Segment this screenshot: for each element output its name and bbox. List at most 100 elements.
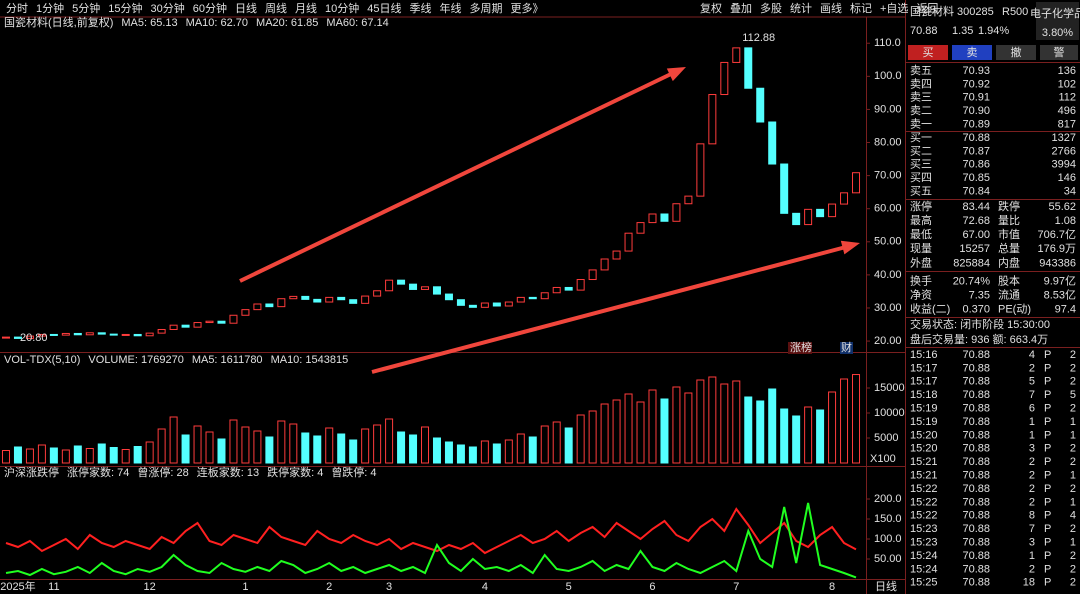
cancel-button[interactable]	[996, 45, 1036, 60]
volume-bar	[480, 440, 489, 464]
volume-bar	[528, 436, 537, 464]
trade-price: 70.88	[962, 563, 990, 575]
trade-count: 2	[1070, 362, 1076, 374]
volume-bar	[241, 426, 250, 464]
candle	[732, 47, 741, 63]
book-volume: 496	[1058, 105, 1076, 117]
y-tick-label: 10000	[874, 407, 905, 419]
chart-info: 跌停家数: 4	[267, 465, 323, 479]
x-tick-label: 11	[48, 581, 59, 593]
trade-count: 2	[1070, 483, 1076, 495]
trade-flag: P	[1044, 537, 1051, 549]
period-tab: 周线	[265, 1, 287, 15]
stat-value: 9.97亿	[1044, 274, 1076, 287]
volume-bar	[624, 393, 633, 464]
stat-value: 825884	[953, 257, 990, 269]
low-annotation: 20.80	[20, 332, 48, 344]
chart-info: 国瓷材料(日线,前复权)	[4, 15, 113, 29]
volume-bar	[61, 449, 70, 464]
alert-button[interactable]	[1040, 45, 1078, 60]
y-tick-label: 60.00	[874, 203, 902, 215]
stat-label: 最高	[910, 213, 932, 227]
trade-flag: P	[1044, 443, 1051, 455]
trade-button[interactable]: 买	[923, 46, 934, 59]
trade-count: 2	[1070, 443, 1076, 455]
trade-time: 15:18	[910, 389, 938, 401]
book-label: 买一	[910, 131, 932, 144]
trade-count: 1	[1070, 496, 1076, 508]
trade-time: 15:17	[910, 376, 938, 388]
candle	[157, 328, 166, 334]
candle	[253, 303, 262, 311]
candle	[576, 279, 585, 291]
trade-volume: 2	[1029, 362, 1035, 374]
trade-volume: 2	[1029, 563, 1035, 575]
buy-button[interactable]	[908, 45, 948, 60]
candle	[25, 335, 34, 339]
arrow-head	[666, 67, 686, 82]
event-box	[788, 342, 812, 354]
volume-bar	[684, 392, 693, 464]
trade-flag: P	[1044, 456, 1051, 468]
candle	[816, 208, 825, 218]
trade-flag: P	[1044, 550, 1051, 562]
candle	[504, 301, 513, 307]
volume-bar	[229, 419, 238, 464]
volume-bar	[37, 444, 46, 464]
trade-time: 15:23	[910, 523, 938, 535]
trade-button[interactable]: 撤	[1011, 45, 1022, 59]
arrow-line	[239, 72, 672, 283]
volume-bar	[540, 425, 549, 464]
book-price: 70.85	[962, 172, 990, 184]
volume-bar	[397, 431, 406, 464]
candle	[612, 250, 621, 260]
volume-bar	[588, 410, 597, 464]
trade-price: 70.88	[962, 362, 990, 374]
candle	[301, 295, 310, 300]
trade-price: 70.88	[962, 376, 990, 388]
trade-price: 70.88	[962, 429, 990, 441]
trade-flag: P	[1044, 470, 1051, 482]
trade-price: 70.88	[962, 389, 990, 401]
volume-bar	[732, 380, 741, 464]
candle	[804, 208, 813, 226]
volume-bar	[492, 443, 501, 464]
trade-count: 1	[1070, 416, 1076, 428]
trade-button[interactable]: 卖	[967, 46, 978, 59]
trade-volume: 1	[1029, 416, 1035, 428]
candle	[97, 332, 106, 335]
sell-button[interactable]	[952, 45, 992, 60]
trade-price: 70.88	[962, 470, 990, 482]
volume-bar	[289, 423, 298, 464]
candle	[744, 47, 753, 89]
volume-bar	[217, 438, 226, 464]
volume-bar	[181, 434, 190, 464]
volume-bar	[792, 415, 801, 464]
y-tick-label: 50.00	[874, 553, 902, 565]
trade-count: 1	[1070, 537, 1076, 549]
candle	[133, 333, 142, 337]
trade-price: 70.88	[962, 550, 990, 562]
book-label: 买五	[910, 185, 932, 198]
trade-price: 70.88	[962, 443, 990, 455]
trade-volume: 1	[1029, 550, 1035, 562]
stat-label: 流通	[998, 288, 1020, 302]
candle	[648, 213, 657, 224]
chart-info: MA10: 62.70	[186, 17, 248, 29]
stat-label: 外盘	[910, 255, 932, 269]
candle	[828, 203, 837, 218]
period-tab: 日线	[235, 1, 257, 15]
trade-flag: P	[1044, 483, 1051, 495]
candle	[145, 332, 154, 337]
trade-time: 15:19	[910, 403, 938, 415]
trade-flag: P	[1044, 416, 1051, 428]
chart-info: 曾跌停: 4	[331, 465, 376, 479]
x-tick-label: 2025年	[0, 579, 35, 593]
y-tick-label: 15000	[874, 382, 905, 394]
stat-value: 706.7亿	[1037, 228, 1076, 241]
trade-button[interactable]: 警	[1054, 45, 1065, 59]
book-volume: 136	[1058, 65, 1076, 77]
candle	[373, 290, 382, 297]
trade-flag: P	[1044, 349, 1051, 361]
trade-price: 70.88	[962, 577, 990, 589]
